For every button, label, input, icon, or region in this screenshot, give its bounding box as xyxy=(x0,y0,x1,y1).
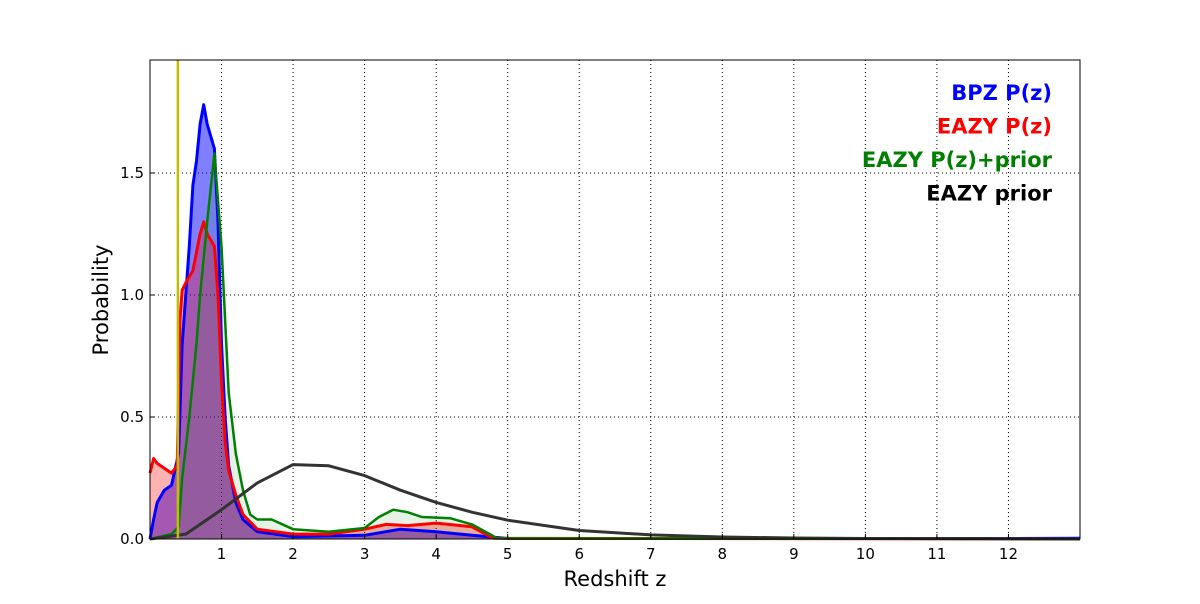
eazy-p-z-fill xyxy=(150,221,1080,540)
eazy-p-z-prior-fill xyxy=(150,153,1080,539)
y-axis-label: Probability xyxy=(89,244,113,355)
x-tick-label: 7 xyxy=(646,545,656,563)
x-tick-label: 6 xyxy=(574,545,584,563)
x-tick-label: 11 xyxy=(927,545,946,563)
legend-entry: BPZ P(z) xyxy=(951,81,1052,105)
x-tick-label: 12 xyxy=(999,545,1018,563)
series-fills xyxy=(150,104,1080,540)
legend-entry: EAZY P(z) xyxy=(937,115,1052,139)
eazy-prior-line xyxy=(149,463,1081,541)
plot-frame xyxy=(149,59,1081,540)
x-tick-label: 1 xyxy=(217,545,227,563)
x-tick-label: 8 xyxy=(718,545,728,563)
x-tick-label: 2 xyxy=(288,545,298,563)
legend: BPZ P(z) EAZY P(z) EAZY P(z)+prior EAZY pri… xyxy=(862,81,1053,206)
x-tick-label: 5 xyxy=(503,545,513,563)
legend-entry: EAZY P(z)+prior xyxy=(862,148,1053,172)
x-tick-label: 3 xyxy=(360,545,370,563)
axis-ticks: 1 2 3 4 5 6 7 8 9 10 11 120.00.51.01.5 xyxy=(120,164,1018,563)
series-lines xyxy=(148,60,1081,541)
x-tick-label: 9 xyxy=(789,545,799,563)
eazy-p-z-line xyxy=(148,220,1081,541)
grid xyxy=(150,60,1080,539)
y-tick-label: 1.0 xyxy=(120,286,144,304)
x-tick-label: 4 xyxy=(431,545,441,563)
x-tick-label: 10 xyxy=(856,545,875,563)
y-tick-label: 1.5 xyxy=(120,164,144,182)
legend-entry: EAZY prior xyxy=(926,182,1052,206)
y-tick-label: 0.0 xyxy=(120,530,144,548)
eazy-p-z-prior-line xyxy=(149,152,1081,541)
y-tick-label: 0.5 xyxy=(120,408,144,426)
x-axis-label: Redshift z xyxy=(564,567,667,591)
